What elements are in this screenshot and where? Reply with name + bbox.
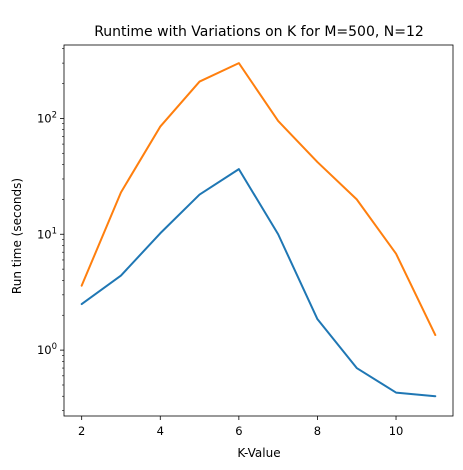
x-tick-label: 10 xyxy=(389,424,404,438)
y-tick-label: 101 xyxy=(37,226,57,241)
y-tick-label: 102 xyxy=(37,110,57,125)
plot-area: 2 4 6 8 10 100 101 102 xyxy=(37,44,454,438)
x-tick-label: 4 xyxy=(157,424,164,438)
y-axis-label: Run time (seconds) xyxy=(10,178,24,294)
x-tick-label: 6 xyxy=(235,424,242,438)
plot-frame xyxy=(63,44,454,417)
x-tick-label: 8 xyxy=(314,424,321,438)
x-tick-label: 2 xyxy=(78,424,85,438)
y-tick-label: 100 xyxy=(37,342,57,357)
chart-title: Runtime with Variations on K for M=500, … xyxy=(94,24,424,40)
x-axis-label: K-Value xyxy=(237,446,280,460)
series-line-2 xyxy=(80,62,437,337)
series-line-1 xyxy=(80,168,437,398)
